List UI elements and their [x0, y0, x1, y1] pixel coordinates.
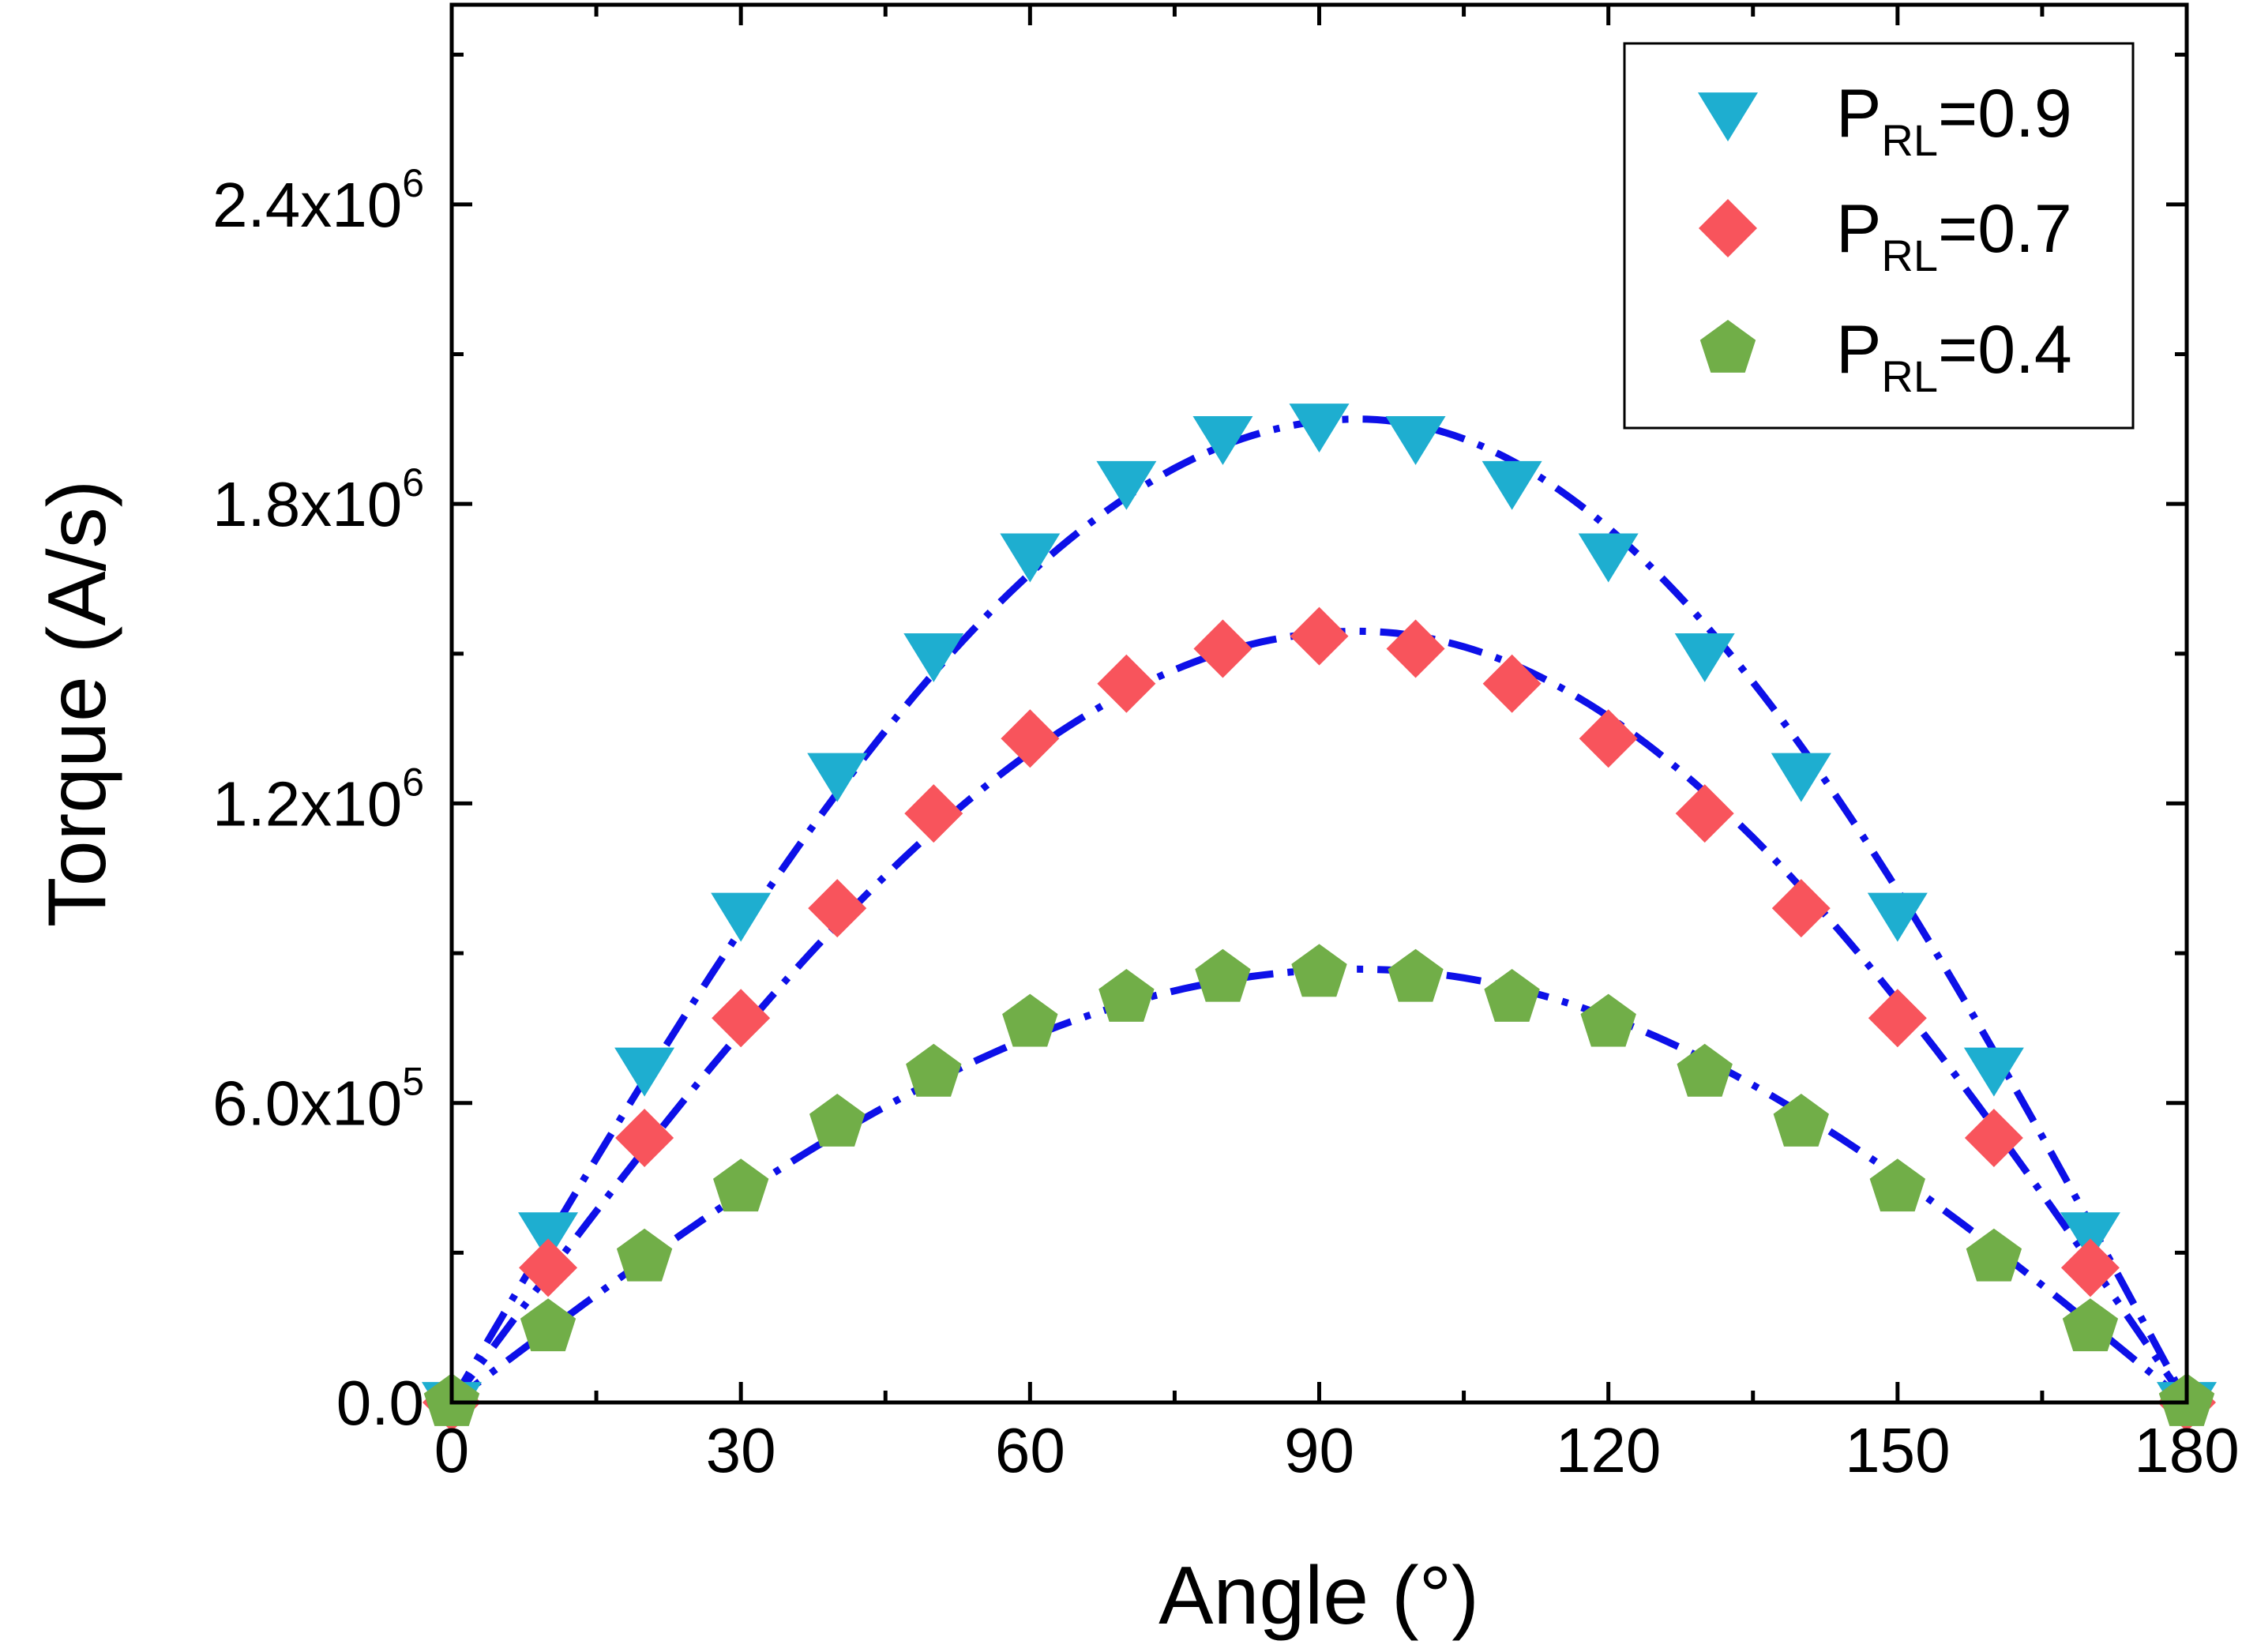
marker-p-rl-0-9-170 — [2060, 1212, 2120, 1262]
marker-p-rl-0-7-50 — [904, 784, 963, 843]
marker-p-rl-0-9-50 — [903, 633, 964, 682]
marker-p-rl-0-4-170 — [2062, 1298, 2119, 1352]
y-tick-mantissa: 1.8x10 — [212, 469, 402, 539]
marker-p-rl-0-4-20 — [616, 1228, 673, 1282]
marker-p-rl-0-7-130 — [1675, 784, 1734, 843]
marker-p-rl-0-4-10 — [520, 1298, 576, 1352]
marker-p-rl-0-7-60 — [1001, 709, 1060, 768]
y-tick-label-2400000: 2.4x106 — [212, 161, 424, 240]
marker-p-rl-0-7-110 — [1482, 654, 1542, 713]
x-tick-label-30: 30 — [706, 1415, 776, 1485]
marker-p-rl-0-4-60 — [1002, 993, 1058, 1047]
marker-p-rl-0-9-60 — [1000, 533, 1061, 583]
marker-p-rl-0-9-150 — [1867, 892, 1928, 942]
marker-p-rl-0-4-120 — [1580, 993, 1636, 1047]
marker-p-rl-0-7-10 — [519, 1238, 578, 1297]
marker-p-rl-0-9-90 — [1289, 404, 1350, 453]
y-tick-exponent: 5 — [402, 1060, 424, 1104]
y-axis-title: Torque (A/s) — [32, 480, 123, 927]
legend-label-sub: RL — [1881, 115, 1938, 165]
marker-p-rl-0-9-30 — [711, 892, 772, 942]
y-tick-label-1200000: 1.2x106 — [212, 760, 424, 839]
legend-marker-p-rl-0-7 — [1699, 199, 1757, 257]
marker-p-rl-0-9-120 — [1578, 533, 1639, 583]
tick-labels: 0 30 60 90 120 150 1800.06.0x1051.2x1061.8x106… — [212, 161, 2240, 1485]
marker-p-rl-0-9-10 — [518, 1212, 579, 1262]
marker-p-rl-0-9-160 — [1963, 1047, 2024, 1097]
legend-label-sub: RL — [1881, 351, 1938, 401]
plot-frame — [449, 2, 2189, 1405]
marker-p-rl-0-4-100 — [1388, 948, 1444, 1002]
y-tick-label-1800000: 1.8x106 — [212, 460, 424, 539]
marker-p-rl-0-4-160 — [1966, 1228, 2022, 1282]
marker-p-rl-0-7-120 — [1579, 709, 1638, 768]
y-tick-mantissa: 6.0x10 — [212, 1068, 402, 1139]
x-tick-label-90: 90 — [1284, 1415, 1354, 1485]
marker-p-rl-0-4-110 — [1484, 969, 1540, 1022]
marker-p-rl-0-4-130 — [1677, 1043, 1733, 1097]
marker-p-rl-0-7-160 — [1964, 1108, 2023, 1167]
legend-label-tail: =0.4 — [1938, 312, 2072, 388]
marker-p-rl-0-9-20 — [614, 1047, 675, 1097]
x-tick-label-150: 150 — [1845, 1415, 1950, 1485]
y-tick-exponent: 6 — [402, 460, 424, 505]
legend-label-tail: =0.7 — [1938, 191, 2072, 267]
y-tick-mantissa: 0.0 — [336, 1368, 424, 1438]
marker-p-rl-0-4-50 — [906, 1043, 962, 1097]
marker-p-rl-0-9-140 — [1771, 753, 1831, 802]
legend-label-p-rl-0-9: PRL=0.9 — [1836, 76, 2072, 165]
legend-marker-p-rl-0-4 — [1699, 320, 1756, 373]
marker-p-rl-0-7-30 — [712, 989, 771, 1048]
y-tick-label-0: 0.0 — [336, 1368, 424, 1438]
legend-marker-p-rl-0-9 — [1698, 92, 1758, 142]
marker-p-rl-0-9-110 — [1482, 460, 1542, 510]
legend-label-main: P — [1836, 76, 1881, 152]
marker-p-rl-0-4-140 — [1773, 1094, 1829, 1147]
legend-label-main: P — [1836, 312, 1881, 388]
marker-p-rl-0-7-70 — [1097, 654, 1156, 713]
marker-p-rl-0-4-80 — [1195, 948, 1251, 1002]
fit-curves — [449, 415, 2190, 1406]
legend-label-tail: =0.9 — [1938, 76, 2072, 152]
y-tick-label-600000: 6.0x105 — [212, 1060, 424, 1139]
legend-label-p-rl-0-4: PRL=0.4 — [1836, 312, 2072, 401]
marker-p-rl-0-4-30 — [713, 1158, 769, 1212]
marker-p-rl-0-7-80 — [1193, 619, 1252, 678]
x-tick-label-120: 120 — [1556, 1415, 1661, 1485]
x-axis-title: Angle (°) — [1159, 1550, 1479, 1642]
legend-label-main: P — [1836, 191, 1881, 267]
marker-p-rl-0-9-80 — [1192, 415, 1253, 465]
marker-p-rl-0-9-100 — [1385, 415, 1446, 465]
fit-curve-2 — [449, 627, 2190, 1405]
legend-label-p-rl-0-7: PRL=0.7 — [1836, 191, 2072, 280]
marker-p-rl-0-7-100 — [1386, 619, 1445, 678]
y-tick-exponent: 6 — [402, 760, 424, 804]
marker-p-rl-0-4-40 — [809, 1094, 866, 1147]
x-tick-label-180: 180 — [2134, 1415, 2239, 1485]
x-tick-label-60: 60 — [995, 1415, 1065, 1485]
marker-p-rl-0-9-40 — [807, 753, 868, 802]
data-markers — [422, 404, 2217, 1432]
y-tick-mantissa: 1.2x10 — [212, 768, 402, 839]
marker-p-rl-0-7-40 — [808, 879, 867, 938]
marker-p-rl-0-7-140 — [1771, 879, 1831, 938]
marker-p-rl-0-4-90 — [1291, 944, 1347, 997]
marker-p-rl-0-7-20 — [615, 1108, 674, 1167]
marker-p-rl-0-9-130 — [1674, 633, 1735, 682]
fit-curve-1 — [449, 415, 2190, 1405]
marker-p-rl-0-7-170 — [2060, 1238, 2120, 1297]
marker-p-rl-0-7-150 — [1868, 989, 1927, 1048]
legend-label-sub: RL — [1881, 231, 1938, 280]
x-tick-label-0: 0 — [434, 1415, 470, 1485]
marker-p-rl-0-4-150 — [1869, 1158, 1925, 1212]
y-tick-exponent: 6 — [402, 161, 424, 205]
marker-p-rl-0-9-70 — [1096, 460, 1157, 510]
marker-p-rl-0-4-70 — [1098, 969, 1155, 1022]
marker-p-rl-0-7-90 — [1290, 606, 1349, 666]
y-tick-mantissa: 2.4x10 — [212, 170, 402, 240]
